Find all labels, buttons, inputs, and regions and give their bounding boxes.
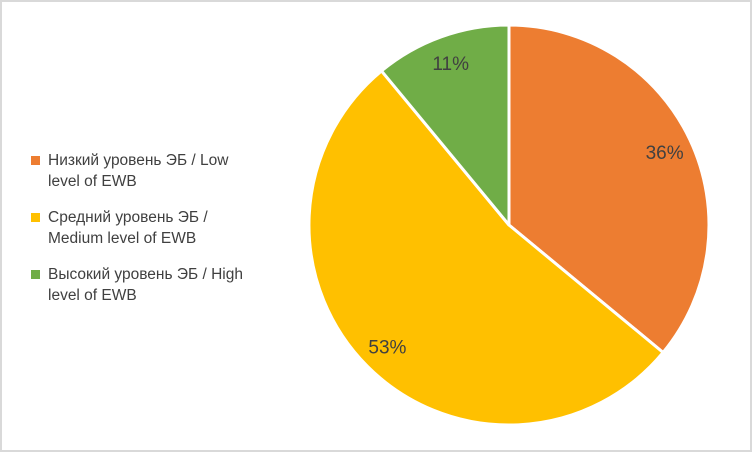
legend-item-low: Низкий уровень ЭБ / Low level of EWB xyxy=(31,150,243,192)
slice-data-label-3: 11% xyxy=(432,54,469,75)
legend-label-high-line1: Высокий уровень ЭБ / High xyxy=(48,266,243,283)
slice-data-label-2: 53% xyxy=(368,338,406,359)
legend-marker-medium-icon xyxy=(31,213,40,222)
legend-label-high-line2: level of EWB xyxy=(48,287,137,304)
slice-data-label-1: 36% xyxy=(646,143,684,164)
pie-slice-3 xyxy=(380,23,511,227)
legend-item-high: Высокий уровень ЭБ / High level of EWB xyxy=(31,264,243,306)
legend-marker-high-icon xyxy=(31,270,40,279)
chart-legend: Низкий уровень ЭБ / Low level of EWB Сред… xyxy=(31,150,243,321)
legend-item-medium: Средний уровень ЭБ / Medium level of EWB xyxy=(31,207,243,249)
legend-label-medium: Средний уровень ЭБ / Medium level of EWB xyxy=(48,207,208,249)
legend-marker-low-icon xyxy=(31,156,40,165)
legend-label-medium-line1: Средний уровень ЭБ / xyxy=(48,209,208,226)
legend-label-low-line1: Низкий уровень ЭБ / Low xyxy=(48,152,229,169)
legend-label-low-line2: level of EWB xyxy=(48,173,137,190)
pie-chart: 36% 53% 11% xyxy=(307,23,711,427)
legend-label-low: Низкий уровень ЭБ / Low level of EWB xyxy=(48,150,228,192)
legend-label-high: Высокий уровень ЭБ / High level of EWB xyxy=(48,264,243,306)
legend-label-medium-line2: Medium level of EWB xyxy=(48,230,197,247)
pie-slice-2 xyxy=(307,69,665,427)
pie-slice-1 xyxy=(507,23,711,354)
